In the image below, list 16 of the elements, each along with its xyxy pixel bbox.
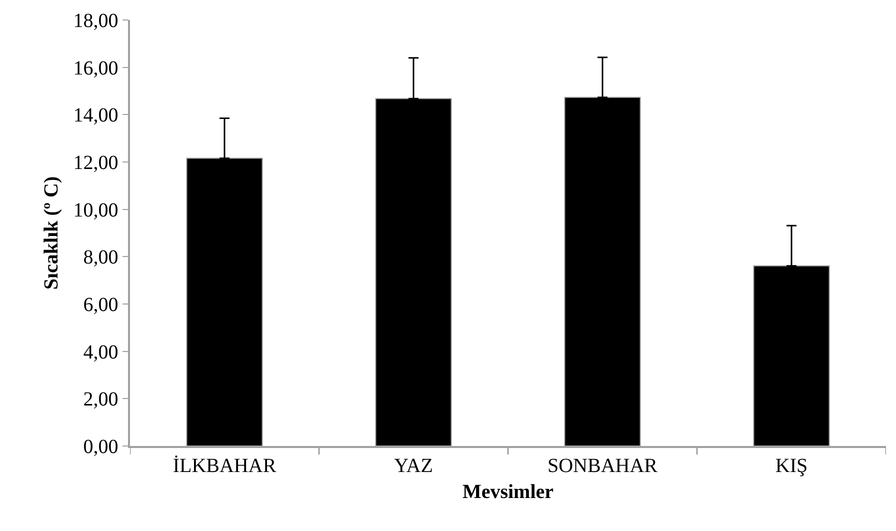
y-tick-label: 4,00 [83,341,118,364]
y-tick-label: 16,00 [73,57,118,80]
y-tick-label: 6,00 [83,294,118,316]
x-tick-label: KIŞ [775,454,808,477]
y-axis-title: Sıcaklık (º C) [40,176,62,290]
y-tick-label: 10,00 [73,199,118,222]
y-tick-label: 14,00 [73,104,118,127]
x-tick-label: İLKBAHAR [172,454,277,477]
x-axis-title: Mevsimler [462,480,554,503]
x-tick-label: SONBAHAR [547,454,658,477]
x-tick-label: YAZ [394,454,433,477]
y-tick-label: 0,00 [83,436,118,458]
y-tick-label: 18,00 [73,10,118,32]
y-tick-label: 8,00 [83,246,118,269]
y-tick-label: 12,00 [73,152,118,174]
y-tick-label: 2,00 [83,388,118,411]
